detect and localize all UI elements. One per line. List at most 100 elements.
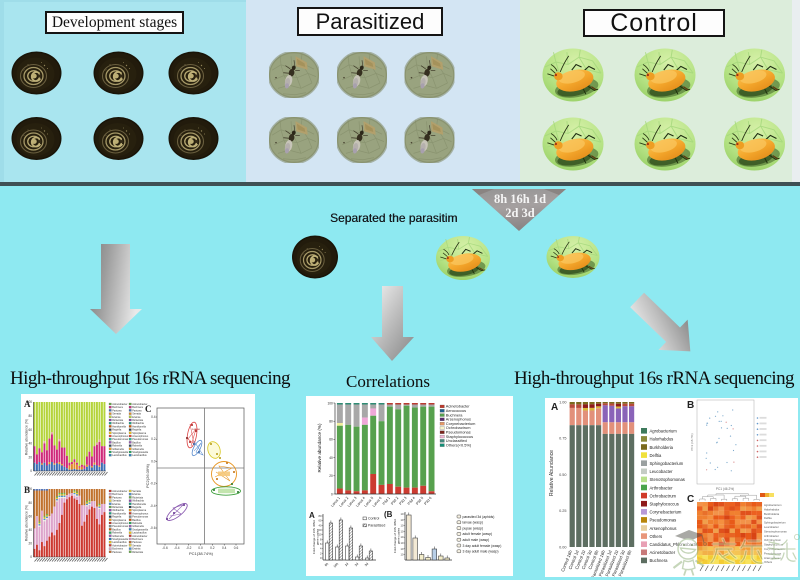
svg-text:10: 10 <box>401 535 404 539</box>
svg-text:Bacillus: Bacillus <box>132 441 141 444</box>
svg-text:3 day adult male (wasp): 3 day adult male (wasp) <box>463 550 499 554</box>
svg-text:0.75: 0.75 <box>559 437 566 441</box>
svg-text:Buchnera: Buchnera <box>132 538 143 541</box>
svg-text:Arsenophonus: Arsenophonus <box>650 526 677 531</box>
svg-text:Serratia: Serratia <box>132 413 141 416</box>
svg-text:Buchnera: Buchnera <box>112 548 123 551</box>
svg-text:Rickettsia: Rickettsia <box>112 506 123 509</box>
svg-text:Lactobacillus: Lactobacillus <box>132 532 147 535</box>
svg-text:Halorhabdus: Halorhabdus <box>650 437 674 442</box>
svg-text:Snodgrassella: Snodgrassella <box>112 538 128 541</box>
svg-text:Pseudomonas: Pseudomonas <box>132 516 149 519</box>
svg-text:P3d 2: P3d 2 <box>390 496 399 506</box>
svg-text:8h 16h 1d: 8h 16h 1d <box>494 192 546 206</box>
svg-text:-0.4: -0.4 <box>174 546 180 550</box>
svg-text:Gilliamella: Gilliamella <box>112 448 124 451</box>
svg-text:Serratia: Serratia <box>112 500 121 503</box>
svg-text:Stenotrophomonas: Stenotrophomonas <box>650 477 685 482</box>
svg-text:PC2 (18.7%): PC2 (18.7%) <box>690 433 694 450</box>
svg-text:Snodgrassella: Snodgrassella <box>132 528 148 531</box>
svg-text:Pantoea: Pantoea <box>112 409 122 412</box>
svg-text:0.50: 0.50 <box>559 473 566 477</box>
svg-text:Larva 3: Larva 3 <box>347 496 358 508</box>
svg-text:PC2(26.09%): PC2(26.09%) <box>145 463 150 488</box>
svg-text:Ochrobactrum: Ochrobactrum <box>650 493 677 498</box>
svg-text:10: 10 <box>401 518 404 522</box>
svg-text:PC1 (46.2%): PC1 (46.2%) <box>716 487 734 491</box>
svg-text:Aerococcus: Aerococcus <box>446 408 466 413</box>
svg-text:Unclassified: Unclassified <box>446 438 467 443</box>
svg-text:Arsenophonus: Arsenophonus <box>132 435 149 438</box>
svg-text:Snodgrassella: Snodgrassella <box>112 451 128 454</box>
svg-text:0.00: 0.00 <box>559 545 566 549</box>
svg-text:2: 2 <box>320 551 322 555</box>
svg-text:2d: 2d <box>354 562 359 567</box>
svg-text:Rahnella: Rahnella <box>132 445 142 448</box>
svg-text:Lactobacillus: Lactobacillus <box>112 541 127 544</box>
svg-text:-0.2: -0.2 <box>150 482 156 486</box>
svg-text:60: 60 <box>28 514 32 518</box>
svg-text:Pseudomonas: Pseudomonas <box>764 551 782 555</box>
svg-text:Rickettsia: Rickettsia <box>132 496 143 499</box>
svg-text:Spiroplasma: Spiroplasma <box>132 509 147 512</box>
svg-text:40: 40 <box>329 456 333 460</box>
svg-text:Gilliamella: Gilliamella <box>132 448 144 451</box>
svg-text:Erwinia: Erwinia <box>112 503 121 506</box>
svg-text:A: A <box>24 399 31 409</box>
svg-text:4: 4 <box>320 547 322 551</box>
svg-text:80: 80 <box>28 501 32 505</box>
svg-text:Larva 4: Larva 4 <box>355 496 366 508</box>
svg-text:Others: Others <box>650 534 663 539</box>
svg-text:Arsenophonus: Arsenophonus <box>764 556 782 560</box>
svg-text:2d 3d: 2d 3d <box>505 206 535 220</box>
svg-text:Pantoea: Pantoea <box>132 409 142 412</box>
svg-text:P3d 3: P3d 3 <box>398 496 407 506</box>
svg-text:10: 10 <box>401 529 404 533</box>
svg-text:Erwinia: Erwinia <box>132 548 141 551</box>
svg-text:Delftia: Delftia <box>650 453 663 458</box>
svg-text:P3d 4: P3d 4 <box>407 496 416 506</box>
svg-text:10: 10 <box>319 533 322 537</box>
svg-text:Pseudomonas: Pseudomonas <box>112 525 129 528</box>
svg-text:0.4: 0.4 <box>151 415 156 419</box>
svg-text:Pantoea: Pantoea <box>112 551 122 554</box>
svg-text:(B: (B <box>384 510 393 519</box>
svg-text:Bacillus: Bacillus <box>112 441 121 444</box>
svg-text:Acinetobacter: Acinetobacter <box>132 403 147 406</box>
svg-text:40: 40 <box>28 528 32 532</box>
svg-text:Buchnera: Buchnera <box>650 558 669 563</box>
svg-text:Rickettsia: Rickettsia <box>112 419 123 422</box>
svg-text:Regiella: Regiella <box>112 516 122 519</box>
svg-text:Buchnera: Buchnera <box>112 406 123 409</box>
svg-text:80: 80 <box>319 514 322 518</box>
svg-text:P3d 6: P3d 6 <box>423 496 432 506</box>
svg-text:A: A <box>309 511 315 520</box>
svg-text:0: 0 <box>320 556 322 560</box>
svg-text:Staphylococcus: Staphylococcus <box>650 502 679 507</box>
svg-text:Arsenophonus: Arsenophonus <box>132 512 149 515</box>
svg-text:P3d 1: P3d 1 <box>382 496 391 506</box>
svg-text:80: 80 <box>329 420 333 424</box>
svg-text:Leucobacter: Leucobacter <box>764 525 779 529</box>
svg-text:100: 100 <box>327 401 333 405</box>
svg-text:Erwinia: Erwinia <box>132 416 141 419</box>
svg-text:-0.4: -0.4 <box>150 504 156 508</box>
svg-text:Acinetobacter: Acinetobacter <box>132 535 147 538</box>
svg-text:Ochrobactrum: Ochrobactrum <box>446 425 471 430</box>
svg-text:Staphylococcus: Staphylococcus <box>446 434 473 439</box>
svg-text:Relative abundance (%): Relative abundance (%) <box>25 419 29 455</box>
svg-text:Spiroplasma: Spiroplasma <box>112 519 127 522</box>
svg-text:Pantoea: Pantoea <box>132 541 142 544</box>
svg-text:-0.2: -0.2 <box>186 546 192 550</box>
svg-text:0.4: 0.4 <box>222 546 227 550</box>
svg-text:Stenotrophomonas: Stenotrophomonas <box>764 529 787 533</box>
svg-text:Hamiltonella: Hamiltonella <box>132 425 146 428</box>
svg-text:gene copies: gene copies <box>396 527 400 544</box>
svg-text:10: 10 <box>401 541 404 545</box>
svg-text:PC1(38.74%): PC1(38.74%) <box>189 551 214 556</box>
svg-text:Pseudomonas: Pseudomonas <box>446 430 471 435</box>
svg-text:Parasitized: Parasitized <box>368 524 385 528</box>
svg-text:3 day adult female (wasp): 3 day adult female (wasp) <box>463 544 502 548</box>
svg-text:Sphingobacterium: Sphingobacterium <box>764 521 786 525</box>
svg-text:Bacillus: Bacillus <box>132 519 141 522</box>
